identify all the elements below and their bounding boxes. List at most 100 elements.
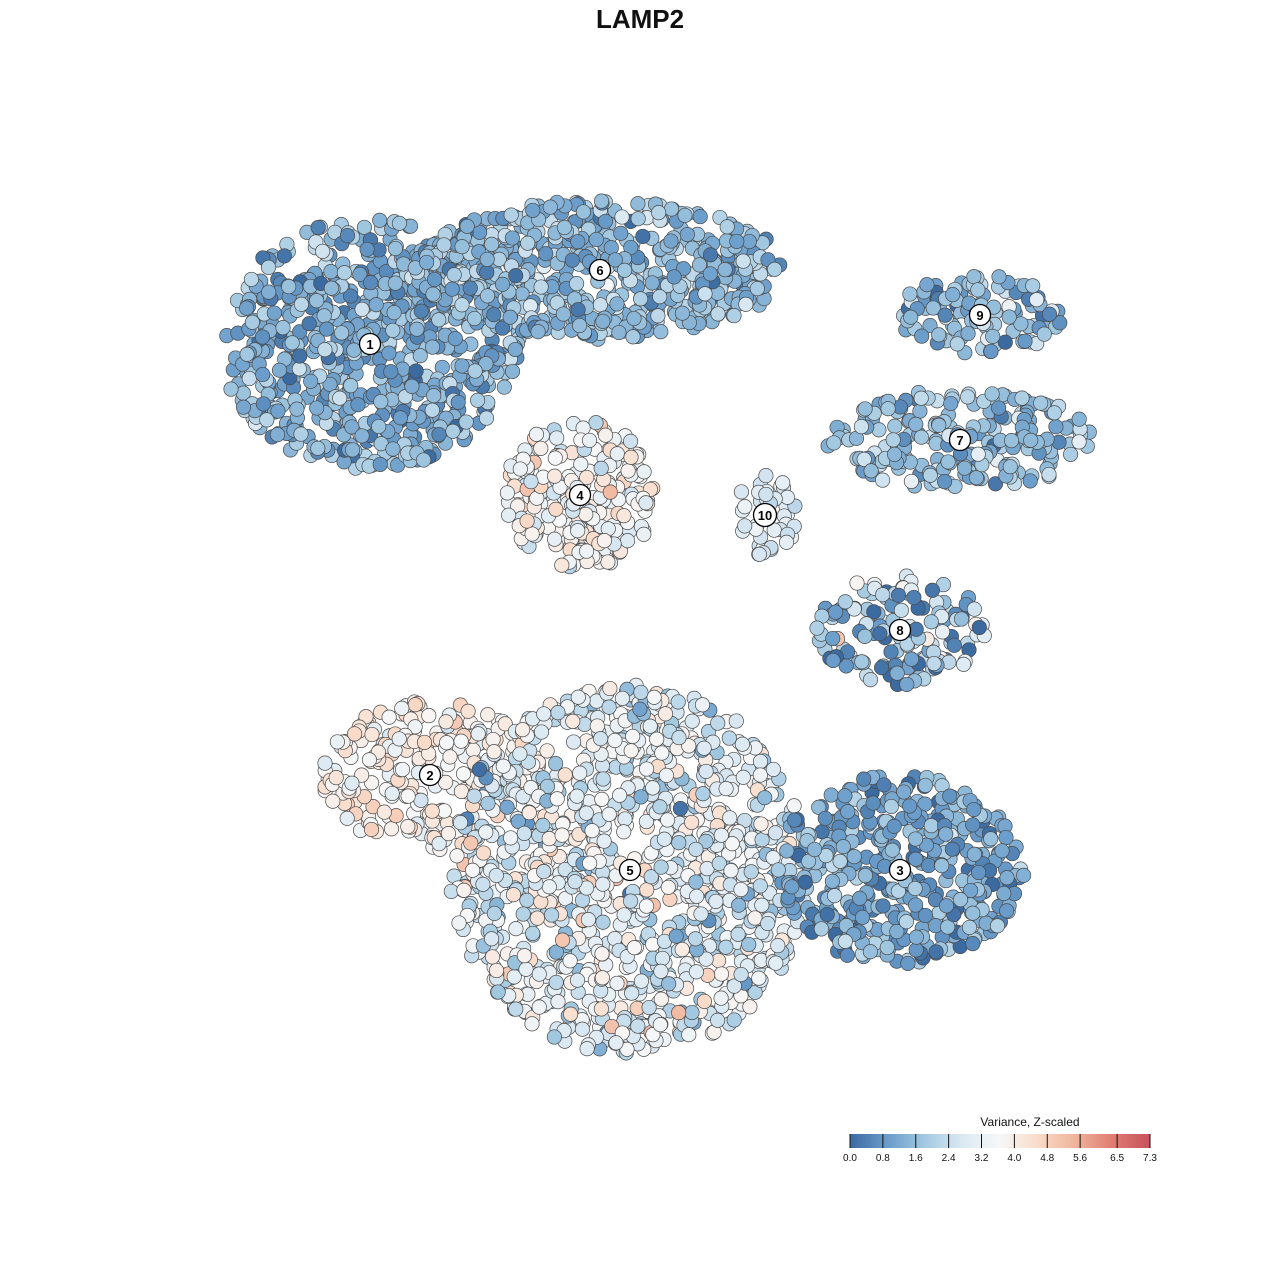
cell-point xyxy=(508,268,524,284)
cell-point xyxy=(966,269,982,285)
cell-point xyxy=(857,401,873,417)
cell-point xyxy=(854,654,870,670)
cell-point xyxy=(837,933,853,949)
cell-point xyxy=(544,907,560,923)
cell-point xyxy=(495,758,511,774)
cell-point xyxy=(480,707,496,723)
cell-point xyxy=(908,942,924,958)
cell-point xyxy=(595,771,611,787)
cell-point xyxy=(879,939,895,956)
cell-point xyxy=(770,938,786,954)
cell-point xyxy=(524,1016,540,1032)
cell-point xyxy=(931,417,947,433)
cell-point xyxy=(413,792,429,808)
cell-point xyxy=(269,427,286,443)
cell-point xyxy=(738,296,754,312)
cell-point xyxy=(431,426,447,443)
cell-point xyxy=(347,726,363,742)
cell-point xyxy=(531,966,547,982)
cell-point xyxy=(644,275,660,291)
cell-point xyxy=(554,932,571,948)
cell-point xyxy=(623,893,639,909)
cluster-6-cells xyxy=(407,193,788,347)
cell-point xyxy=(985,328,1001,344)
cluster-10-cells xyxy=(733,468,803,562)
cell-point xyxy=(497,716,513,732)
cell-point xyxy=(454,297,470,313)
cell-point xyxy=(797,874,813,890)
cell-point xyxy=(597,213,614,229)
cluster-labels-layer: 1 6 9 7 4 10 8 2 5 3 xyxy=(358,258,992,882)
cell-point xyxy=(467,363,483,379)
cell-point xyxy=(361,752,377,768)
cell-point xyxy=(908,897,924,913)
cell-point xyxy=(934,858,950,874)
cell-point xyxy=(594,946,610,962)
cell-point xyxy=(1016,867,1032,883)
cell-point xyxy=(404,378,420,394)
cell-point xyxy=(343,378,359,394)
cell-point xyxy=(708,893,724,909)
cell-point xyxy=(726,1012,742,1028)
cell-point xyxy=(1048,419,1064,435)
cell-point xyxy=(466,310,483,327)
cell-point xyxy=(550,994,566,1010)
cell-point xyxy=(593,731,609,747)
cell-point xyxy=(874,660,890,676)
cell-point xyxy=(832,853,848,869)
cell-point xyxy=(424,803,440,819)
cell-point xyxy=(957,460,973,476)
cell-point xyxy=(784,879,800,895)
cell-point xyxy=(737,518,753,534)
cell-point xyxy=(872,626,888,642)
cell-point xyxy=(554,557,570,573)
cell-point xyxy=(589,718,605,734)
cell-point xyxy=(710,306,726,322)
cell-point xyxy=(530,324,546,340)
cell-point xyxy=(617,811,633,827)
cell-point xyxy=(653,963,669,979)
cell-point xyxy=(529,910,545,926)
cell-point xyxy=(505,887,522,903)
cell-point xyxy=(654,745,670,761)
legend-tick-label: 4.0 xyxy=(1007,1153,1021,1164)
cell-point xyxy=(896,784,912,800)
cell-point xyxy=(494,320,510,336)
cell-point xyxy=(668,928,684,944)
cell-point xyxy=(291,361,307,377)
cell-point xyxy=(478,824,494,840)
cluster-label-4: 4 xyxy=(568,483,592,507)
cell-point xyxy=(533,724,550,740)
svg-text:8: 8 xyxy=(896,623,903,638)
cell-point xyxy=(475,845,492,861)
cell-point xyxy=(893,602,909,618)
cell-point xyxy=(536,864,552,880)
cell-point xyxy=(626,940,642,956)
cell-point xyxy=(548,756,564,772)
cell-point xyxy=(454,358,470,374)
cell-point xyxy=(424,402,440,418)
legend-title: Variance, Z-scaled xyxy=(980,1115,1079,1129)
cell-point xyxy=(596,533,612,549)
cell-point xyxy=(470,726,486,742)
cell-point xyxy=(997,334,1013,350)
cell-point xyxy=(364,726,380,743)
cell-point xyxy=(887,418,903,434)
cell-point xyxy=(824,873,840,889)
cell-point xyxy=(1071,434,1087,450)
svg-text:1: 1 xyxy=(366,337,373,352)
cell-point xyxy=(965,936,981,952)
cell-point xyxy=(310,219,326,236)
cell-point xyxy=(679,226,695,243)
cell-point xyxy=(752,878,768,894)
cell-point xyxy=(817,810,833,826)
cell-point xyxy=(293,296,309,312)
cell-point xyxy=(633,789,649,805)
cell-point xyxy=(931,327,947,343)
cell-point xyxy=(921,857,937,874)
legend-colorbar xyxy=(850,1134,1150,1148)
cell-point xyxy=(310,440,326,456)
cell-point xyxy=(261,284,277,300)
cell-point xyxy=(698,763,714,779)
cell-point xyxy=(767,825,784,841)
